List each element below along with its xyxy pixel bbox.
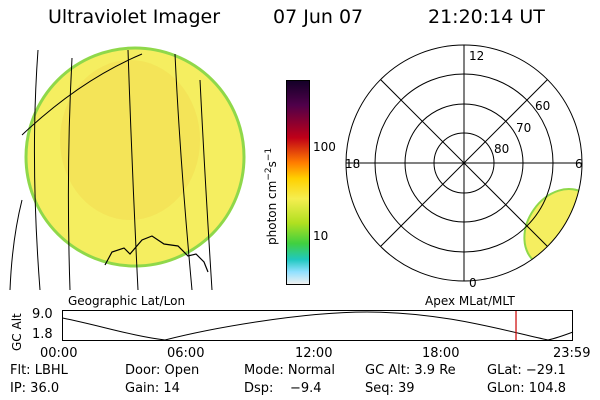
lat-label-60: 60 xyxy=(535,99,550,113)
uv-disk-core xyxy=(60,60,200,220)
mlt-label-18: 18 xyxy=(345,157,360,171)
timeline-tick-0000: 00:00 xyxy=(40,346,78,361)
colorbar-unit-label: photon cm−2s−1 xyxy=(264,147,279,245)
lon-line xyxy=(174,53,193,290)
mlt-axis-diagonal xyxy=(380,79,548,247)
mlt-label-12: 12 xyxy=(469,49,484,63)
lon-line xyxy=(127,49,139,290)
info-flt: Flt: LBHL xyxy=(10,363,68,378)
geographic-caption: Geographic Lat/Lon xyxy=(68,294,186,308)
time-label: 21:20:14 UT xyxy=(428,6,545,28)
timeline-y-top: 9.0 xyxy=(32,307,53,322)
info-seq: Seq: 39 xyxy=(365,381,415,396)
timeline-frame xyxy=(62,310,573,341)
timeline-tick-1800: 18:00 xyxy=(422,346,460,361)
info-door: Door: Open xyxy=(125,363,200,378)
timeline-tick-2359: 23:59 xyxy=(553,346,591,361)
geographic-image xyxy=(9,46,246,290)
info-mode: Mode: Normal xyxy=(244,363,335,378)
info-ip: IP: 36.0 xyxy=(10,381,60,396)
mlt-label-0: 0 xyxy=(469,276,477,290)
lon-line xyxy=(33,49,41,290)
info-glat: GLat: −29.1 xyxy=(487,363,566,378)
timeline-tick-0600: 06:00 xyxy=(167,346,205,361)
mlt-label-6: 6 xyxy=(575,157,583,171)
date-label: 07 Jun 07 xyxy=(273,6,364,28)
colorbar xyxy=(286,80,310,285)
info-gc-alt: GC Alt: 3.9 Re xyxy=(365,363,456,378)
lat-label-80: 80 xyxy=(494,142,509,156)
info-dsp: Dsp: −9.4 xyxy=(244,381,322,396)
colorbar-tick-10: 10 xyxy=(313,229,329,243)
coastline xyxy=(104,235,209,273)
app-title: Ultraviolet Imager xyxy=(48,6,221,28)
colorbar-tick-100: 100 xyxy=(313,140,336,154)
timeline-tick-1200: 12:00 xyxy=(295,346,333,361)
polar-plot: 12 18 6 0 60 70 80 xyxy=(345,44,583,290)
lat-line xyxy=(21,53,143,136)
lat-label-70: 70 xyxy=(516,121,531,135)
lon-line xyxy=(67,57,73,290)
info-gain: Gain: 14 xyxy=(125,381,180,396)
lon-line xyxy=(199,79,213,290)
apex-caption: Apex MLat/MLT xyxy=(425,294,515,308)
altitude-curve xyxy=(62,311,574,341)
timeline-y-bottom: 1.8 xyxy=(32,327,53,342)
timeline-ylabel: GC Alt xyxy=(10,313,24,351)
info-glon: GLon: 104.8 xyxy=(487,381,567,396)
lat-line xyxy=(9,199,23,290)
timeline-plot xyxy=(62,310,574,341)
